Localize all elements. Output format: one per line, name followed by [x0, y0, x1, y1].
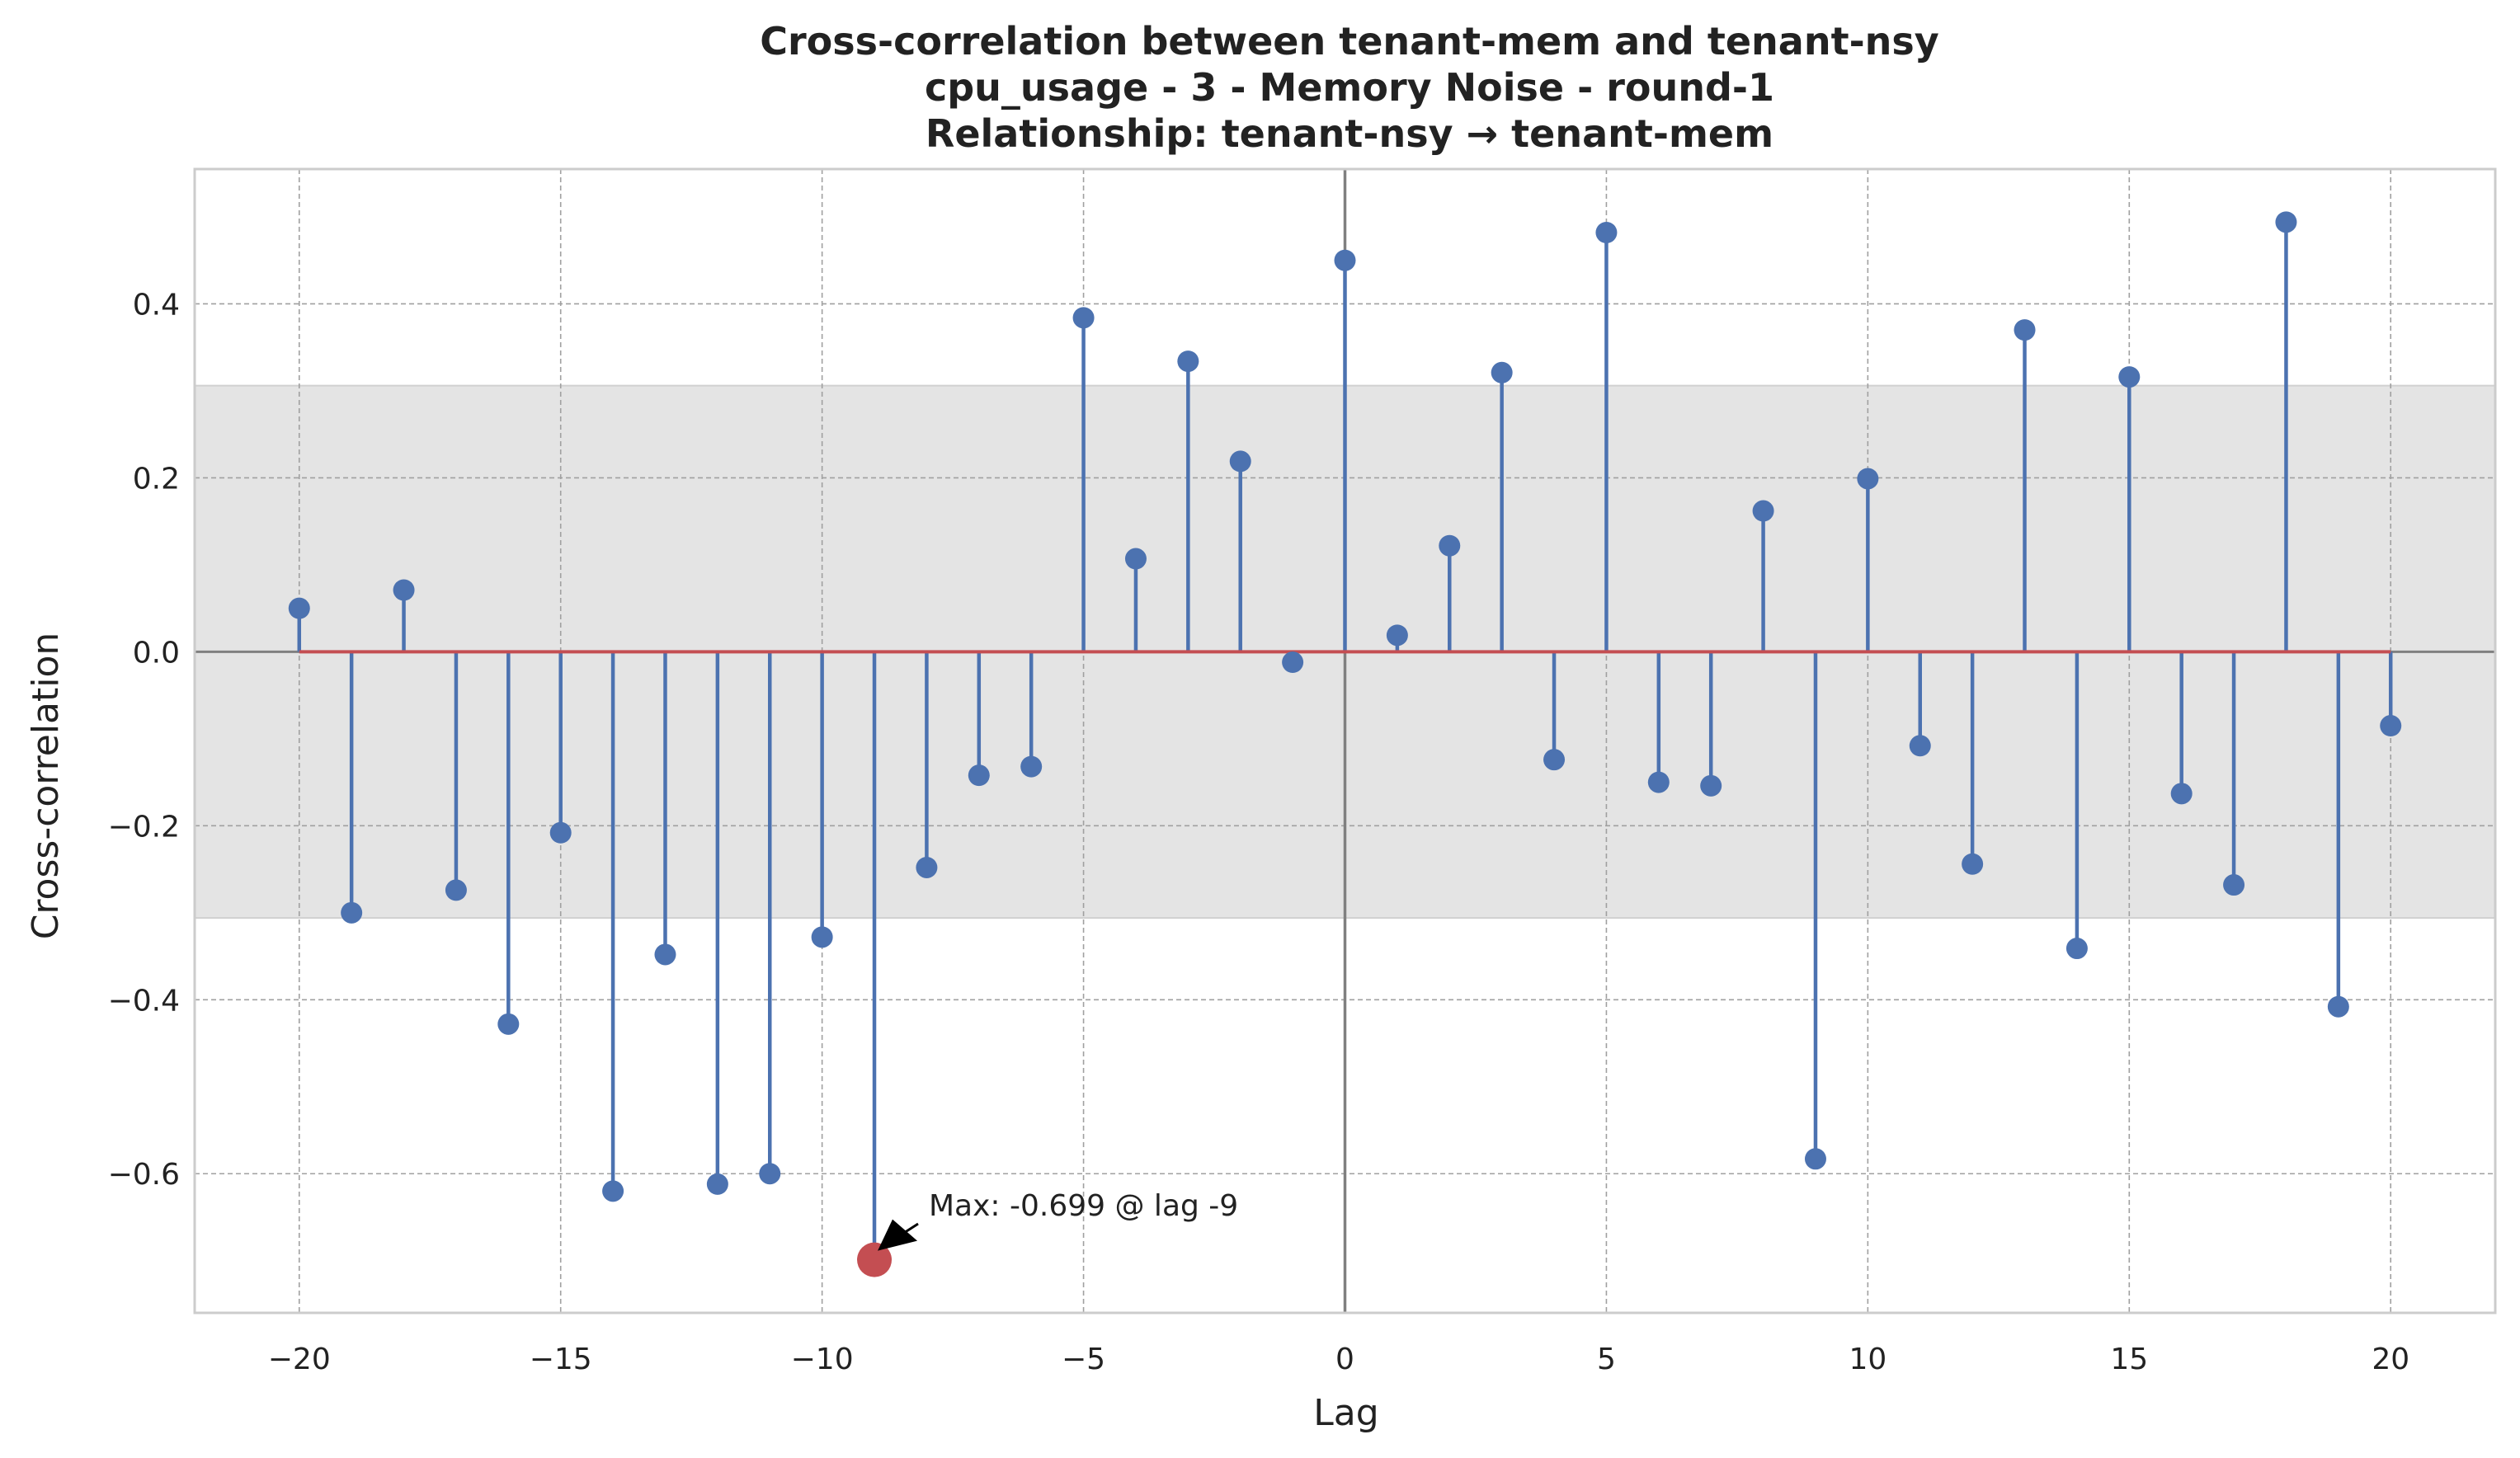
chart-title-line-3: Relationship: tenant-nsy → tenant-mem: [926, 111, 1773, 156]
stem-marker: [1386, 624, 1408, 647]
stem-marker: [654, 943, 676, 966]
x-tick-label: 5: [1597, 1343, 1616, 1376]
x-tick-label: 15: [2110, 1343, 2148, 1376]
stem-marker: [1491, 361, 1513, 383]
stem-marker: [497, 1013, 520, 1035]
stem-marker: [1229, 450, 1251, 473]
stem-marker: [968, 764, 990, 787]
y-tick-label: −0.6: [108, 1158, 180, 1192]
chart-title: Cross-correlation between tenant-mem and…: [760, 19, 1939, 156]
x-tick-label: 0: [1335, 1343, 1354, 1376]
stem-marker: [1072, 307, 1095, 329]
y-tick-label: 0.0: [133, 636, 180, 670]
x-tick-label: 20: [2372, 1343, 2409, 1376]
y-tick-label: −0.2: [108, 810, 180, 844]
stem-marker: [811, 926, 833, 948]
stem-marker: [1124, 548, 1147, 570]
stem-marker: [393, 579, 415, 601]
x-tick-label: −20: [268, 1343, 331, 1376]
stem-marker: [706, 1173, 728, 1195]
stem-marker: [1543, 749, 1566, 771]
stem-marker: [1647, 771, 1670, 793]
stem-marker: [1857, 468, 1879, 490]
x-axis-label: Lag: [1313, 1392, 1378, 1434]
x-tick-label: 10: [1849, 1343, 1886, 1376]
stem-marker: [2170, 783, 2193, 805]
stem-marker: [2275, 211, 2297, 233]
stem-marker: [2380, 715, 2402, 737]
stem-marker: [445, 879, 467, 901]
stem-marker: [1439, 534, 1461, 557]
stem-marker: [1334, 249, 1356, 271]
x-tick-label: −15: [530, 1343, 592, 1376]
stem-marker: [1282, 651, 1304, 674]
y-tick-label: 0.4: [133, 288, 180, 322]
stem-marker: [549, 821, 572, 844]
stem-marker: [1177, 350, 1199, 373]
stem-marker: [1595, 221, 1618, 243]
stem-marker: [916, 856, 938, 878]
stem-marker: [288, 597, 310, 619]
x-tick-label: −10: [791, 1343, 854, 1376]
stem-marker: [1752, 500, 1774, 522]
stem-marker: [2118, 366, 2141, 388]
stem-marker: [1962, 853, 1984, 875]
stem-marker: [1909, 735, 1931, 757]
annotation-arrow-head: [878, 1219, 918, 1251]
chart-title-line-1: Cross-correlation between tenant-mem and…: [760, 19, 1939, 63]
stem-marker: [2014, 319, 2036, 341]
stem-marker: [2327, 995, 2349, 1018]
x-tick-label: −5: [1062, 1343, 1105, 1376]
stem-marker: [341, 901, 363, 924]
plot-frame: [193, 167, 2497, 1315]
stem-marker: [759, 1163, 781, 1185]
stem-marker: [1804, 1148, 1826, 1170]
stem-marker: [1700, 774, 1722, 797]
stem-marker: [2223, 874, 2245, 896]
stem-marker: [1020, 755, 1043, 778]
y-tick-label: 0.2: [133, 462, 180, 496]
y-tick-label: −0.4: [108, 984, 180, 1018]
y-axis-label: Cross-correlation: [25, 633, 67, 940]
stem-marker: [602, 1180, 624, 1202]
max-annotation-label: Max: -0.699 @ lag -9: [929, 1189, 1238, 1223]
stem-marker: [2065, 938, 2088, 960]
max-point-highlight: [857, 1242, 893, 1277]
chart-title-line-2: cpu_usage - 3 - Memory Noise - round-1: [925, 65, 1774, 110]
